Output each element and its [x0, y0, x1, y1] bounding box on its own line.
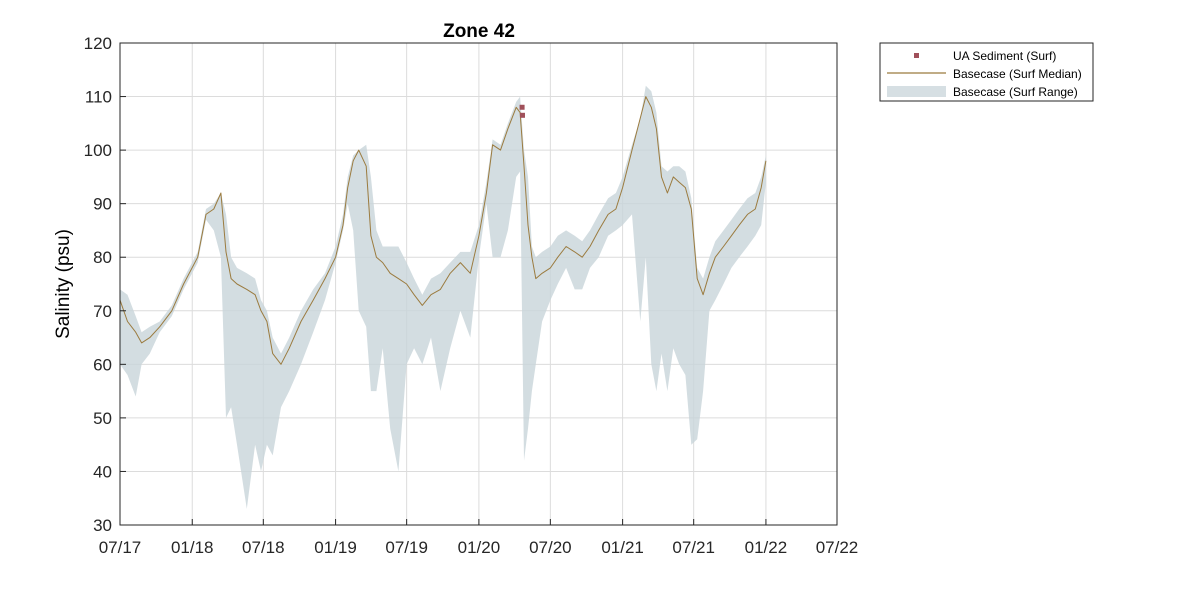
- y-tick-label: 30: [93, 516, 112, 535]
- x-tick-label: 07/19: [385, 538, 428, 557]
- y-tick-label: 100: [84, 141, 112, 160]
- sediment-point: [519, 112, 525, 118]
- x-tick-label: 07/17: [99, 538, 142, 557]
- legend: UA Sediment (Surf) Basecase (Surf Median…: [879, 42, 1094, 102]
- x-tick-label: 01/19: [314, 538, 357, 557]
- series-median-line: [119, 96, 767, 365]
- y-tick-label: 90: [93, 195, 112, 214]
- y-tick-label: 80: [93, 248, 112, 267]
- sediment-points-layer: [519, 104, 525, 118]
- x-tick-label: 07/22: [816, 538, 859, 557]
- x-tick-label: 01/22: [745, 538, 788, 557]
- y-tick-label: 60: [93, 355, 112, 374]
- sediment-point: [519, 104, 525, 110]
- y-tick-label: 70: [93, 302, 112, 321]
- x-tick-label: 01/18: [171, 538, 214, 557]
- x-tick-label: 07/20: [529, 538, 572, 557]
- median-line-layer: [119, 96, 767, 365]
- legend-marker-sediment: [914, 53, 919, 58]
- y-tick-label: 120: [84, 34, 112, 53]
- chart-title: Zone 42: [443, 21, 515, 42]
- y-axis-label: Salinity (psu): [53, 229, 74, 339]
- x-tick-label: 01/20: [458, 538, 501, 557]
- x-tick-label: 07/21: [672, 538, 715, 557]
- range-band-layer: [120, 85, 766, 509]
- series-range-band: [120, 85, 766, 509]
- x-tick-label: 01/21: [601, 538, 644, 557]
- x-tick-labels: 07/17 01/18 07/18 01/19 07/19 01/20 07/20 01/21…: [99, 519, 859, 557]
- legend-label-range: Basecase (Surf Range): [953, 85, 1078, 99]
- y-tick-label: 40: [93, 462, 112, 481]
- legend-label-median: Basecase (Surf Median): [953, 67, 1082, 81]
- y-tick-label: 110: [85, 88, 112, 107]
- legend-label-sediment: UA Sediment (Surf): [953, 49, 1056, 63]
- y-tick-label: 50: [93, 409, 112, 428]
- x-tick-label: 07/18: [242, 538, 285, 557]
- y-tick-labels: 30 40 50 60 70 80 90 100 110 120: [84, 34, 126, 535]
- legend-marker-range: [887, 86, 946, 97]
